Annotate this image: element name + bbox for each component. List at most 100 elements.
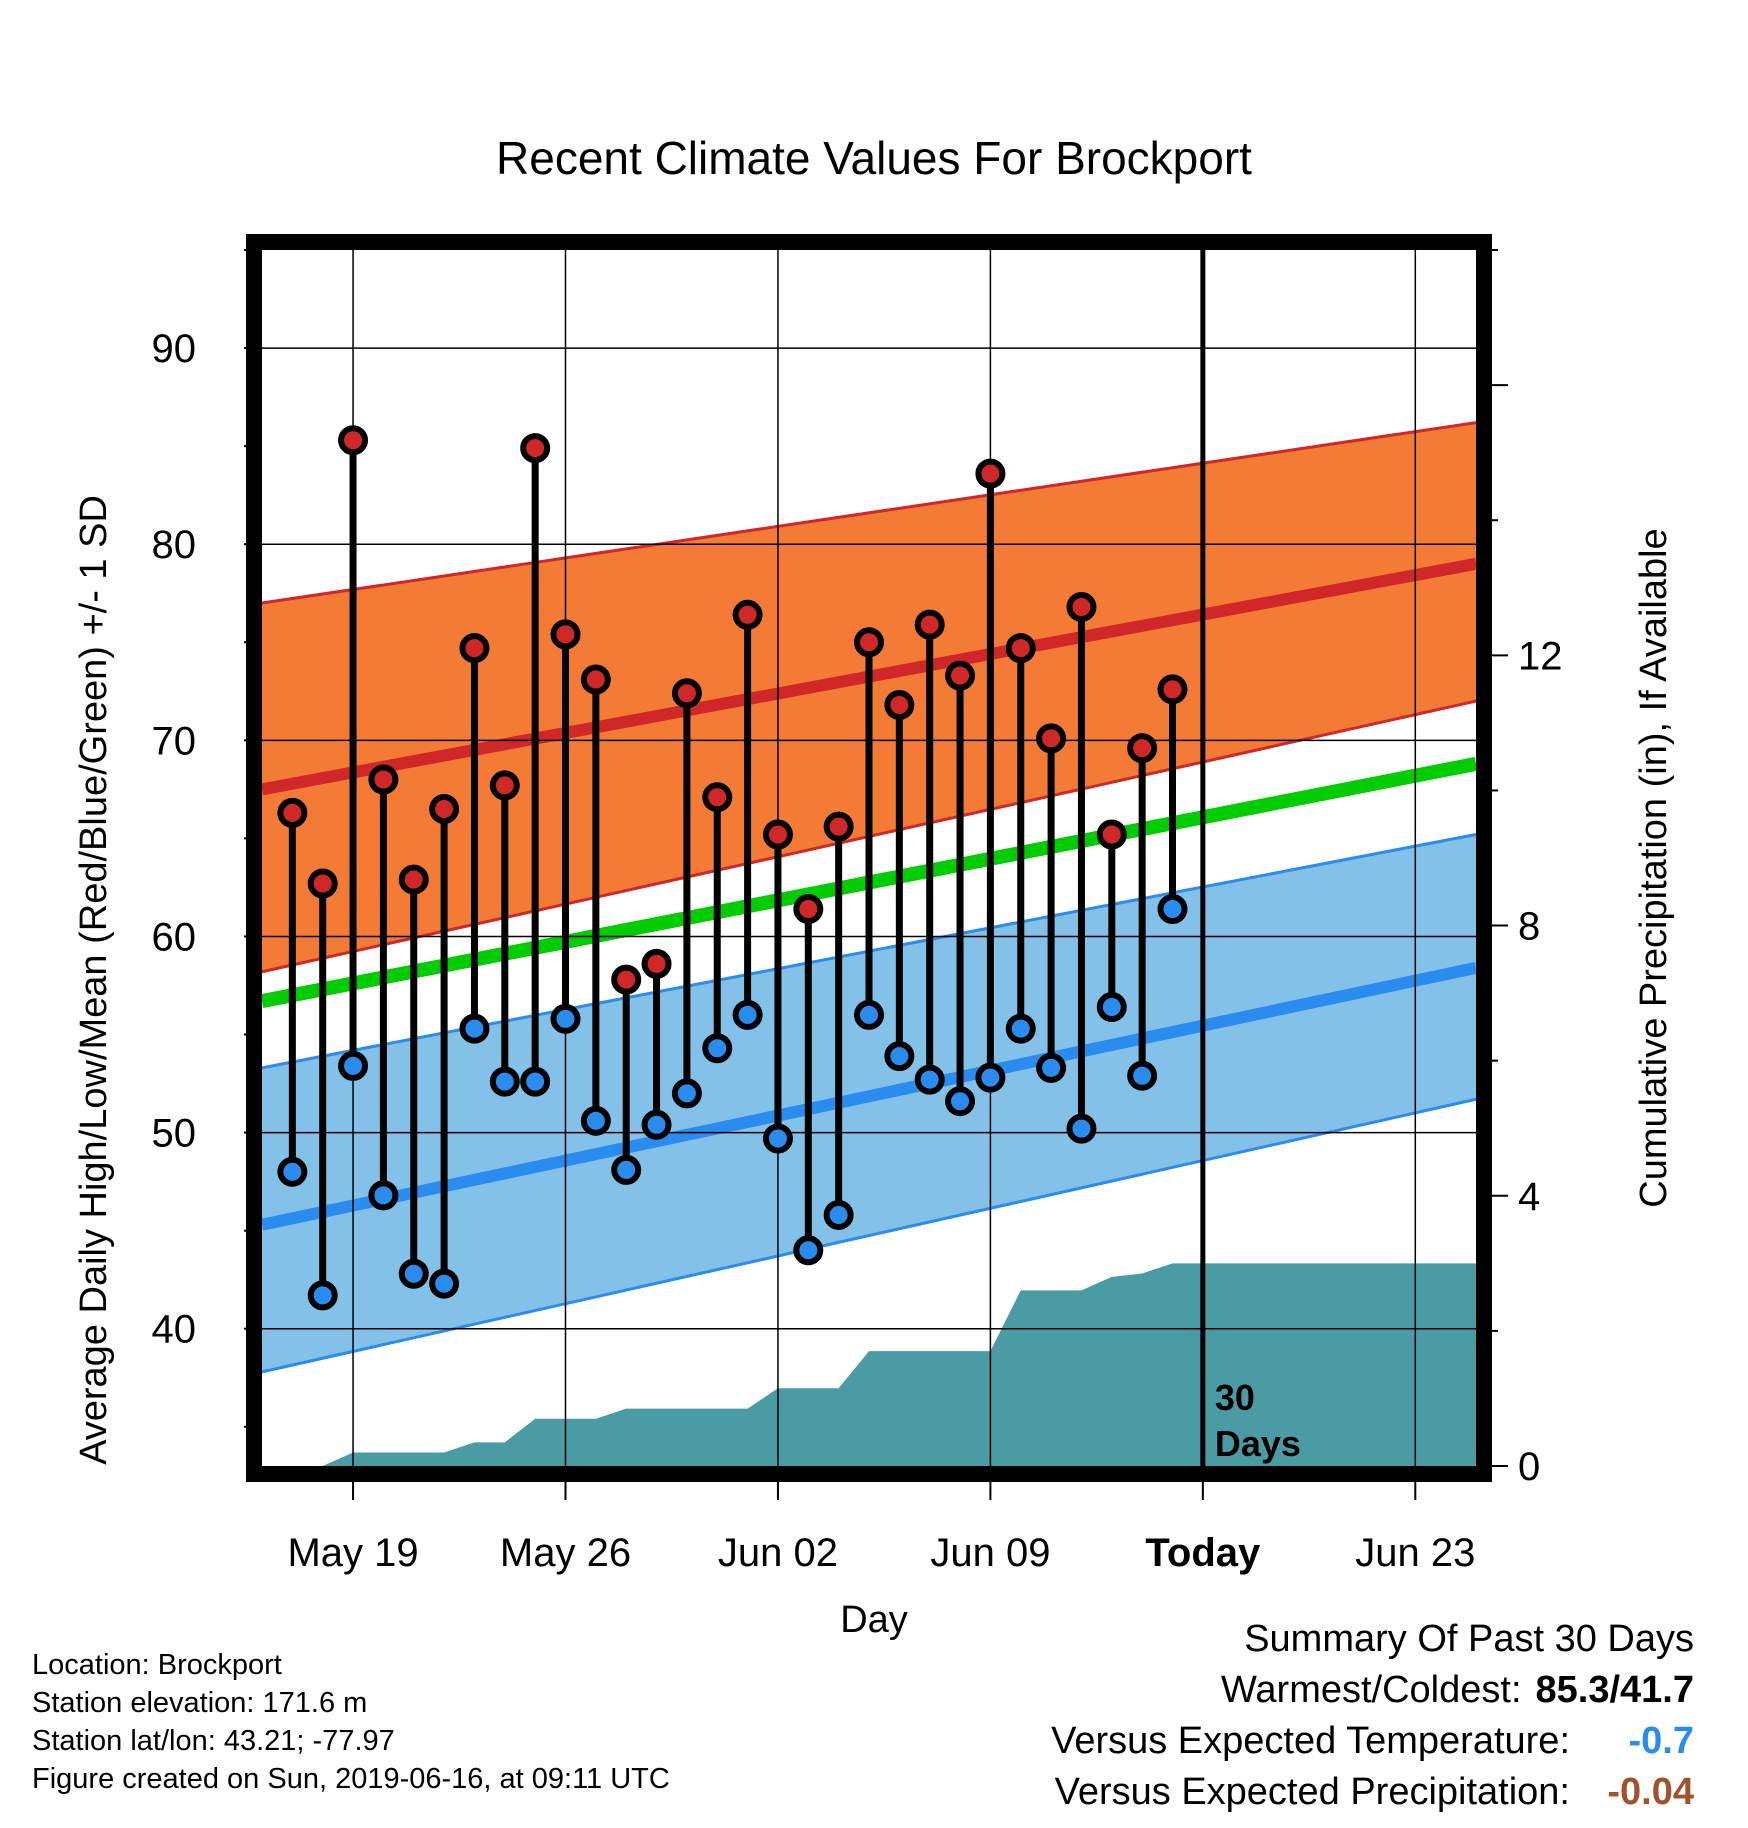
precip-area [262,1263,1476,1466]
summary-warmest-row: Warmest/Coldest: 85.3/41.7 [1051,1669,1694,1720]
today-label-1: 30 [1215,1377,1255,1418]
observed-high-point-5 [398,864,429,895]
y-tick-label-40: 40 [152,1308,197,1352]
y2-tick-label-12: 12 [1518,634,1563,678]
summary-temp-row: Versus Expected Temperature: -0.7 [1051,1720,1694,1771]
warmest-value: 85.3/41.7 [1535,1669,1694,1711]
plot-frame [246,234,1492,1482]
y-tick-label-70: 70 [152,719,197,763]
observed-high-point-9 [520,433,551,464]
observed-low-point-12 [611,1154,642,1185]
observed-low-point-22 [914,1064,945,1095]
low-lower-edge [261,1097,1477,1374]
normal-low-line [260,961,1478,1231]
observed-high-point-27 [1066,591,1097,622]
observed-low-point-11 [580,1105,611,1136]
observed-high-point-3 [338,425,369,456]
observed-low-point-7 [459,1013,490,1044]
x-tick-label-today: Today [1145,1531,1261,1575]
observed-high-point-14 [671,678,702,709]
observed-high-point-4 [368,764,399,795]
observed-high-point-11 [580,664,611,695]
observed-low-point-30 [1157,893,1188,924]
x-axis-label: Day [840,1599,908,1641]
station-info: Location: Brockport Station elevation: 1… [32,1646,670,1798]
observed-low-point-13 [641,1109,672,1140]
observed-low-point-18 [793,1235,824,1266]
observed-high-point-17 [762,819,793,850]
observed-high-point-1 [277,797,308,828]
observed-high-point-19 [823,811,854,842]
observed-high-point-13 [641,948,672,979]
created-text: Figure created on Sun, 2019-06-16, at 09… [32,1763,670,1795]
elevation-text: Station elevation: 171.6 m [32,1687,368,1719]
observed-high-point-16 [732,599,763,630]
observed-high-point-15 [702,782,733,813]
y-tick-label-80: 80 [152,523,197,567]
observed-high-point-6 [429,793,460,824]
summary-panel: Summary Of Past 30 Days Warmest/Coldest:… [1051,1618,1694,1822]
chart-title: Recent Climate Values For Brockport [496,132,1252,184]
y2-tick-label-0: 0 [1518,1445,1540,1489]
y-tick-label-90: 90 [152,327,197,371]
observed-low-point-27 [1066,1113,1097,1144]
warmest-label: Warmest/Coldest: [1220,1669,1522,1711]
observed-high-point-20 [854,627,884,658]
observed-low-point-6 [429,1268,460,1299]
observed-high-point-7 [459,633,490,664]
temp-label: Versus Expected Temperature: [1051,1720,1570,1762]
location-text: Location: Brockport [32,1649,282,1681]
observed-high-point-26 [1036,723,1067,754]
observed-low-point-23 [945,1086,976,1117]
x-tick-label-may-19: May 19 [287,1531,418,1575]
observed-low-point-3 [338,1050,369,1081]
observed-low-point-25 [1005,1013,1036,1044]
temp-value: -0.7 [1628,1720,1694,1762]
observed-high-point-18 [793,893,824,924]
high-upper-edge [261,421,1477,605]
observed-low-point-28 [1096,992,1127,1023]
observed-low-point-9 [520,1066,551,1097]
latlon-text: Station lat/lon: 43.21; -77.97 [32,1725,395,1757]
observed-high-point-23 [945,660,976,691]
observed-high-point-10 [550,619,581,650]
observed-low-point-24 [975,1062,1006,1093]
observed-low-point-8 [489,1066,520,1097]
observed-low-point-16 [732,999,763,1030]
observed-low-point-19 [823,1199,854,1230]
observed-low-point-1 [277,1156,308,1187]
observed-high-point-22 [914,609,945,640]
observed-high-point-28 [1096,819,1127,850]
x-tick-label-may-26: May 26 [500,1531,631,1575]
observed-low-point-5 [398,1258,429,1289]
y2-tick-label-4: 4 [1518,1175,1540,1219]
observed-high-point-12 [611,964,642,995]
x-tick-label-jun-23: Jun 23 [1355,1531,1475,1575]
observed-high-point-30 [1157,674,1188,705]
observed-low-point-4 [368,1180,399,1211]
observed-low-point-2 [307,1280,338,1311]
y-axis-label: Average Daily High/Low/Mean (Red/Blue/Gr… [73,495,115,1465]
observed-high-point-8 [489,770,520,801]
observed-high-point-29 [1127,733,1158,764]
summary-precip-row: Versus Expected Precipitation: -0.04 [1051,1771,1694,1822]
observed-low-point-20 [854,999,884,1030]
observed-high-point-2 [307,868,338,899]
observed-high-point-25 [1005,633,1036,664]
precip-value: -0.04 [1607,1771,1694,1813]
y-tick-label-50: 50 [152,1112,197,1156]
y-tick-label-60: 60 [152,915,197,959]
observed-low-point-14 [671,1078,702,1109]
observed-low-point-10 [550,1003,581,1034]
observed-low-point-17 [762,1123,793,1154]
x-tick-label-jun-02: Jun 02 [718,1531,838,1575]
x-tick-label-jun-09: Jun 09 [930,1531,1050,1575]
observed-low-point-15 [702,1033,733,1064]
today-label-2: Days [1215,1423,1301,1464]
y2-axis-label: Cumulative Precipitation (in), If Availa… [1633,528,1675,1207]
precip-label: Versus Expected Precipitation: [1054,1771,1570,1813]
observed-low-point-21 [884,1041,915,1072]
plot-area: 30 Days 40 50 60 70 80 90 0 4 8 12 May 19 May 26 Jun 0… [152,234,1563,1575]
observed-high-point-21 [884,690,915,721]
